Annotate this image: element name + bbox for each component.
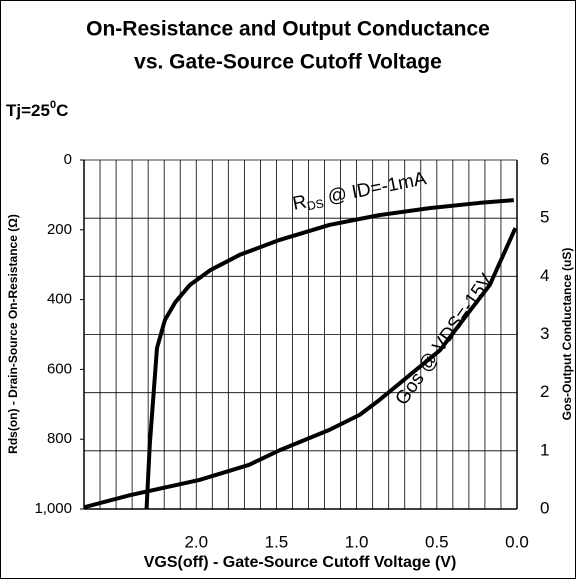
series-line (144, 198, 514, 510)
y-axis-label: Rds(on) - Drain-Source On-Resistance (Ω) (6, 214, 20, 454)
annotation-part: DS (306, 196, 325, 213)
chart-title: On-Resistance and Output Conductance (86, 18, 490, 41)
x-axis-label: VGS(off) - Gate-Source Cutoff Voltage (V… (144, 554, 457, 571)
y-tick-label: 800 (47, 430, 72, 447)
y2-axis-label: Gos-Output Conductance (uS) (560, 248, 574, 421)
subtitle-sup: 0 (50, 99, 56, 111)
subtitle-part: Tj=25 (6, 101, 50, 120)
y-tick-label: 400 (47, 291, 72, 308)
subtitle: Tj=250C (6, 99, 68, 121)
chart-title: vs. Gate-Source Cutoff Voltage (134, 51, 442, 74)
y2-tick-label: 2 (540, 382, 549, 401)
x-tick-label: 1.5 (265, 532, 289, 551)
x-tick-label: 0.5 (425, 532, 449, 551)
y2-tick-label: 4 (540, 266, 549, 285)
series-line (83, 227, 518, 510)
x-tick-label: 0.0 (505, 532, 529, 551)
y2-tick-label: 0 (540, 498, 549, 517)
y2-tick-label: 5 (540, 208, 549, 227)
y-tick-label: 0 (64, 151, 72, 168)
y2-tick-label: 1 (540, 440, 549, 459)
y-tick-label: 200 (47, 221, 72, 238)
y-tick-label: 600 (47, 360, 72, 377)
x-tick-label: 2.0 (184, 532, 208, 551)
subtitle-part: C (56, 101, 68, 120)
y-tick-label: 1,000 (34, 500, 72, 517)
y2-tick-label: 3 (540, 324, 549, 343)
annotation-part: R (291, 192, 308, 215)
x-tick-label: 1.0 (345, 532, 369, 551)
y2-tick-label: 6 (540, 149, 549, 168)
